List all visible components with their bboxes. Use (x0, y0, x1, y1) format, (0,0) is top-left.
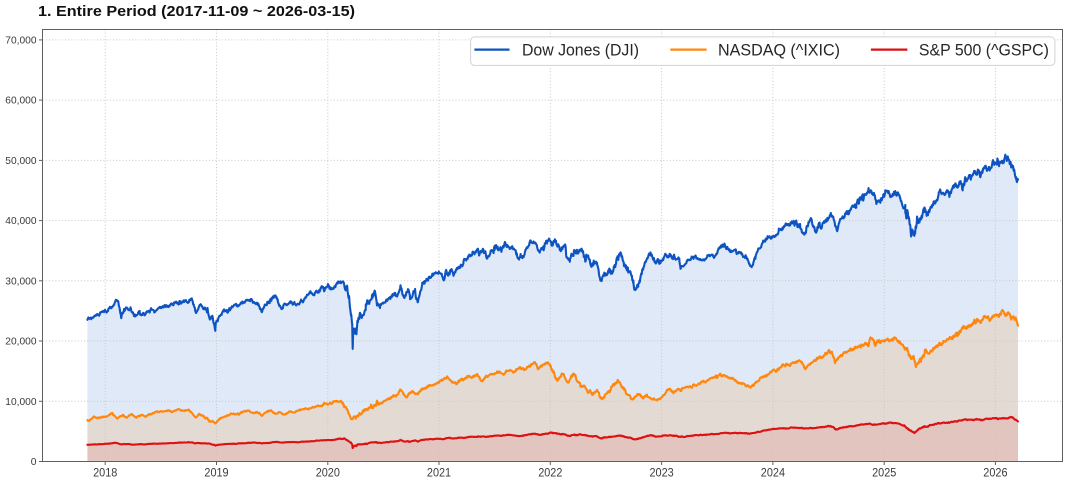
svg-text:1. Entire Period (2017-11-09 ~: 1. Entire Period (2017-11-09 ~ 2026-03-1… (38, 3, 355, 20)
svg-text:2023: 2023 (650, 467, 674, 479)
svg-text:50,000: 50,000 (5, 156, 36, 167)
svg-text:2024: 2024 (761, 467, 786, 479)
svg-text:2022: 2022 (538, 467, 562, 479)
svg-text:40,000: 40,000 (5, 216, 36, 227)
svg-text:2021: 2021 (427, 467, 451, 479)
svg-text:20,000: 20,000 (5, 337, 36, 348)
svg-text:60,000: 60,000 (5, 96, 36, 107)
svg-text:2019: 2019 (204, 467, 228, 479)
svg-text:2020: 2020 (316, 467, 340, 479)
svg-text:NASDAQ (^IXIC): NASDAQ (^IXIC) (718, 41, 840, 60)
svg-text:30,000: 30,000 (5, 276, 36, 287)
svg-text:2026: 2026 (983, 467, 1007, 479)
svg-text:Dow Jones (DJI): Dow Jones (DJI) (522, 41, 639, 60)
svg-text:70,000: 70,000 (5, 36, 36, 47)
svg-text:2018: 2018 (93, 467, 117, 479)
svg-text:S&P 500 (^GSPC): S&P 500 (^GSPC) (919, 41, 1049, 60)
svg-text:10,000: 10,000 (5, 397, 36, 408)
svg-text:0: 0 (31, 457, 37, 468)
svg-text:2025: 2025 (872, 467, 896, 479)
